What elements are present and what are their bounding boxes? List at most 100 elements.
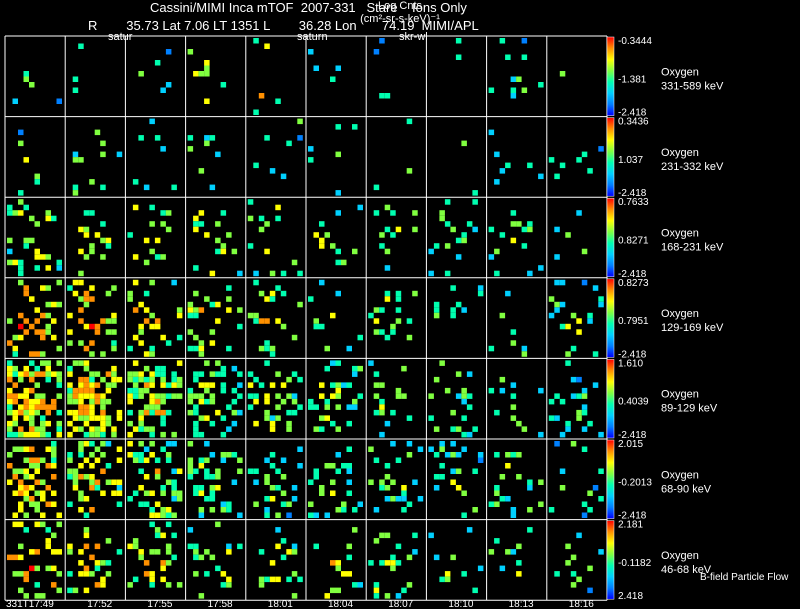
image-cell-r5-c3	[187, 441, 243, 518]
figure-subtitle: R 35.73 Lat 7.06 LT 1351 L 36.28 Lon 74.…	[88, 18, 479, 33]
image-cell-r5-c4	[247, 446, 303, 518]
bfield-note: B-field Particle Flow	[700, 572, 789, 583]
image-cell-r0-c4	[253, 38, 281, 115]
image-cell-r5-c5	[308, 446, 363, 518]
image-cell-r6-c4	[258, 527, 303, 599]
species-label-0: Oxygen	[661, 66, 699, 78]
image-cell-r4-c8	[488, 376, 544, 438]
image-cell-r6-c2	[127, 521, 183, 588]
energy-label-3: 129-169 keV	[661, 322, 724, 334]
image-cell-r6-c0	[7, 521, 62, 599]
time-label-3: 17:58	[208, 599, 233, 609]
image-cell-r2-c7	[428, 199, 478, 277]
image-cell-r1-c7	[461, 140, 478, 196]
energy-label-6: 46-68 keV	[661, 564, 712, 576]
image-cell-r3-c8	[488, 290, 528, 357]
cbar-max-label-4: 1.610	[618, 358, 643, 369]
image-cell-r6-c7	[428, 527, 484, 594]
overlay-label-satur: satur	[108, 31, 133, 43]
colorbar-2	[606, 197, 615, 278]
units-line1: Log Cnts	[377, 0, 423, 12]
image-cell-r2-c0	[7, 199, 62, 277]
image-cell-r1-c9	[548, 146, 604, 180]
image-cell-r0-c3	[187, 49, 227, 104]
time-label-9: 18:16	[569, 599, 594, 609]
time-label-6: 18:07	[388, 599, 413, 609]
image-cell-r0-c1	[72, 43, 84, 93]
cbar-mid-label-2: 0.8271	[618, 236, 649, 247]
image-cell-r6-c9	[554, 532, 604, 594]
image-cell-r0-c8	[488, 38, 544, 99]
cbar-mid-label-3: 0.7951	[618, 316, 649, 327]
figure-title: Cassini/MIMI Inca mTOF 2007-331 Stare Io…	[150, 0, 467, 15]
overlay-label-skr: skr-wl	[399, 31, 428, 43]
image-cell-r3-c5	[308, 279, 363, 352]
time-label-8: 18:13	[509, 599, 534, 609]
cbar-max-label-0: -0.3444	[618, 36, 652, 47]
cbar-min-label-4: -2.418	[618, 430, 647, 441]
image-cell-r4-c2	[127, 360, 183, 438]
cbar-max-label-6: 2.181	[618, 520, 643, 531]
image-cell-r6-c8	[488, 527, 533, 577]
image-cell-r1-c6	[373, 118, 413, 191]
cbar-min-label-3: -2.418	[618, 349, 647, 360]
units-line2: (cm²-sr-s-keV)⁻¹	[360, 13, 440, 25]
colorbar-1	[606, 117, 615, 197]
cbar-mid-label-0: -1.381	[618, 74, 647, 85]
image-cell-r0-c9	[559, 71, 566, 77]
image-cell-r4-c0	[7, 360, 62, 438]
image-cell-r4-c7	[428, 360, 478, 438]
cbar-max-label-2: 0.7633	[618, 197, 649, 208]
colorbar-5	[606, 439, 615, 519]
colorbar-4	[606, 359, 615, 439]
image-cell-r0-c5	[308, 49, 341, 82]
image-cell-r0-c2	[138, 49, 172, 93]
time-label-1: 17:52	[87, 599, 112, 609]
image-cell-r3-c9	[548, 279, 604, 357]
image-cell-r6-c1	[67, 527, 123, 594]
image-cell-r2-c9	[554, 210, 588, 260]
image-cell-r5-c7	[428, 441, 484, 518]
image-cell-r1-c2	[132, 118, 177, 191]
image-cell-r3-c3	[187, 285, 243, 357]
image-cell-r3-c6	[368, 290, 418, 341]
image-cell-r5-c6	[368, 441, 424, 513]
image-cell-r3-c0	[7, 279, 62, 357]
cbar-min-label-5: -2.418	[618, 511, 647, 522]
cbar-max-label-5: 2.015	[618, 439, 643, 450]
cbar-min-label-6: 2.418	[618, 591, 643, 602]
image-cell-r4-c3	[187, 360, 243, 438]
image-cell-r3-c4	[247, 279, 303, 357]
image-cell-r6-c3	[187, 521, 243, 599]
image-cell-r1-c1	[72, 129, 123, 196]
colorbar-3	[606, 278, 615, 358]
time-label-2: 17:55	[147, 599, 172, 609]
image-cell-r0-c0	[12, 71, 62, 104]
image-cell-r0-c6	[373, 38, 391, 99]
cbar-mid-label-1: 1.037	[618, 155, 643, 166]
energy-label-0: 331-589 keV	[661, 80, 724, 92]
cbar-max-label-1: 0.3436	[618, 117, 649, 128]
cbar-mid-label-5: -0.2013	[618, 477, 652, 488]
energy-label-4: 89-129 keV	[661, 403, 718, 415]
image-cell-r4-c5	[308, 360, 363, 432]
image-cell-r2-c2	[127, 204, 172, 266]
cbar-min-label-0: -2.418	[618, 108, 647, 119]
image-cell-r6-c6	[368, 532, 418, 599]
image-cell-r3-c7	[433, 285, 484, 319]
cbar-mid-label-4: 0.4039	[618, 397, 649, 408]
species-label-3: Oxygen	[661, 308, 699, 320]
image-cell-r4-c6	[368, 360, 413, 438]
cbar-mid-label-6: -0.1182	[618, 558, 652, 569]
image-cell-r5-c9	[548, 441, 604, 518]
cbar-min-label-1: -2.418	[618, 188, 647, 199]
image-cell-r1-c4	[253, 118, 303, 180]
image-cell-r5-c8	[488, 452, 544, 518]
image-cell-r4-c4	[247, 360, 303, 432]
image-cell-r5-c1	[67, 441, 123, 518]
time-label-0: 331T17:49	[6, 599, 54, 609]
time-label-5: 18:04	[328, 599, 353, 609]
image-cell-r1-c0	[18, 129, 40, 196]
